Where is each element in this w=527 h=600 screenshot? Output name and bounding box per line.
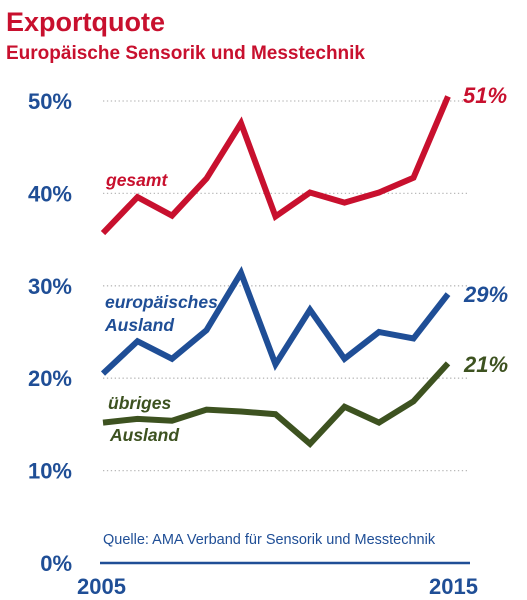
y-tick-label: 10% bbox=[28, 459, 72, 484]
series-end-value-label: 21% bbox=[463, 352, 508, 377]
x-axis-labels: 2005 2015 bbox=[77, 574, 478, 599]
y-tick-label: 20% bbox=[28, 366, 72, 391]
series-name-label: Ausland bbox=[104, 315, 174, 335]
series-line bbox=[100, 95, 451, 236]
series-end-value-label: 51% bbox=[463, 83, 507, 108]
y-tick-label: 50% bbox=[28, 89, 72, 114]
series-end-value-label: 29% bbox=[463, 282, 508, 307]
series-line bbox=[102, 361, 451, 448]
chart-title: Exportquote bbox=[6, 7, 165, 37]
series-name-label: übriges bbox=[108, 393, 171, 413]
y-axis-labels: 0% 10% 20% 30% 40% 50% bbox=[28, 89, 72, 576]
x-tick-label: 2005 bbox=[77, 574, 126, 599]
y-tick-label: 0% bbox=[40, 551, 72, 576]
x-tick-label: 2015 bbox=[429, 574, 478, 599]
series-labels: gesamt 51% europäisches Ausland 29% übriges Au… bbox=[104, 83, 508, 445]
chart-subtitle: Europäische Sensorik und Messtechnik bbox=[6, 43, 365, 64]
series-line bbox=[100, 266, 451, 376]
source-note: Quelle: AMA Verband für Sensorik und Mes… bbox=[103, 532, 436, 548]
y-tick-label: 40% bbox=[28, 181, 72, 206]
series-name-label: europäisches bbox=[105, 292, 218, 312]
series-name-label: gesamt bbox=[105, 170, 168, 190]
gridlines bbox=[100, 100, 470, 565]
y-tick-label: 30% bbox=[28, 274, 72, 299]
series-lines bbox=[100, 95, 451, 448]
series-name-label: Ausland bbox=[109, 425, 179, 445]
